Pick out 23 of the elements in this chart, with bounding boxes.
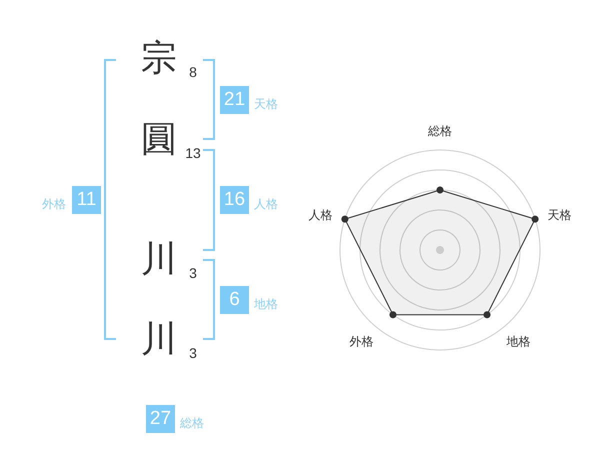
category-label: 人格 [254, 197, 278, 211]
spoke-label: 外格 [350, 334, 374, 348]
data-label: 6 [220, 286, 249, 314]
category-label: 川 [140, 319, 178, 360]
category-label: 川 [140, 239, 178, 280]
spoke-label: 地格 [505, 334, 530, 348]
data-label: 3 [188, 265, 198, 281]
data-label: 11 [72, 186, 101, 214]
data-label: 27 [146, 405, 175, 433]
spoke-label: 人格 [308, 208, 333, 222]
data-label: 3 [188, 345, 198, 361]
category-label: 圓 [140, 119, 178, 160]
category-label: 天格 [254, 97, 278, 111]
category-label: 総格 [180, 416, 204, 430]
data-label: 21 [220, 86, 249, 114]
data-label: 13 [184, 145, 202, 161]
category-label: 外格 [41, 197, 66, 211]
spoke-label: 総格 [427, 124, 452, 138]
spoke-label: 天格 [547, 208, 572, 222]
data-label: 16 [220, 186, 249, 214]
category-label: 地格 [254, 297, 278, 311]
category-label: 宗 [140, 38, 178, 79]
data-label: 8 [188, 64, 198, 80]
